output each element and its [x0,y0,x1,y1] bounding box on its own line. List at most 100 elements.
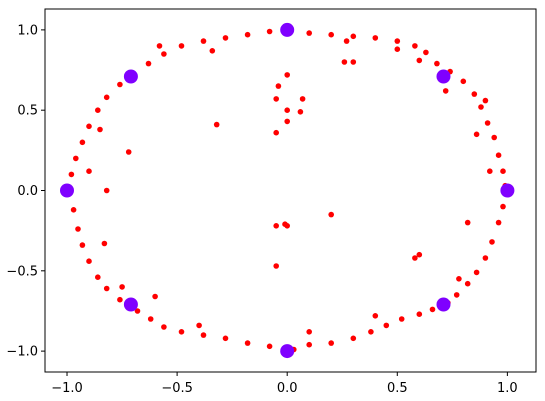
data-point-44 [103,285,110,292]
data-point-73 [372,313,379,319]
data-point-79 [97,126,103,133]
data-point-59 [145,60,152,67]
data-point-31 [350,335,357,342]
x-tick-label-3: 0.5 [387,381,408,396]
x-tick-label-1: −0.5 [161,381,193,396]
y-tick-label-3: −0.5 [6,264,38,279]
cluster-point-4 [280,344,295,359]
data-point-55 [95,107,101,113]
scatter-points [60,22,515,359]
y-tick-label-0: 1.0 [17,23,38,38]
data-point-57 [117,81,123,88]
data-point-18 [500,203,506,210]
data-point-81 [156,43,163,49]
data-point-70 [487,168,493,174]
cluster-point-2 [500,183,515,198]
data-point-96 [299,96,306,102]
data-point-51 [68,171,75,178]
x-axis: −1.0 −0.5 0.0 0.5 1.0 [51,372,518,396]
data-point-8 [434,60,440,67]
data-point-13 [484,120,491,126]
data-point-24 [453,292,460,298]
data-point-3 [350,33,357,40]
data-point-92 [284,72,291,78]
data-point-75 [196,322,202,329]
x-tick-label-4: 1.0 [497,381,518,396]
data-point-33 [306,341,313,348]
y-tick-label-1: 0.5 [17,104,38,119]
data-point-80 [125,149,132,155]
data-point-89 [350,59,357,65]
data-point-91 [273,129,280,136]
data-point-87 [343,38,350,44]
data-point-20 [489,239,495,245]
data-point-16 [500,168,506,174]
data-point-21 [482,255,489,261]
data-point-28 [398,316,405,322]
x-tick-label-0: −1.0 [51,381,83,396]
data-point-49 [70,207,77,213]
data-point-7 [423,49,429,56]
data-point-103 [273,263,280,269]
data-point-52 [73,155,79,162]
data-point-77 [101,240,108,247]
data-point-69 [473,131,480,138]
data-point-32 [328,340,335,346]
data-point-27 [416,311,423,318]
data-point-78 [103,187,110,194]
data-point-67 [442,88,449,94]
data-point-97 [297,109,304,115]
data-point-14 [491,134,498,141]
data-point-98 [284,118,291,125]
data-point-43 [117,296,123,303]
data-point-71 [456,276,462,282]
data-point-62 [200,38,207,44]
data-point-23 [464,280,471,287]
data-point-102 [284,223,291,229]
data-point-12 [478,104,484,110]
data-point-66 [416,57,423,64]
data-point-74 [306,329,313,335]
data-point-35 [266,343,273,350]
data-point-53 [79,139,86,146]
data-point-86 [394,46,401,52]
data-point-88 [341,59,348,65]
data-point-72 [412,255,418,261]
x-tick-label-2: 0.0 [277,381,298,396]
data-point-84 [86,168,92,174]
cluster-point-5 [123,297,138,312]
data-point-15 [495,152,502,158]
data-point-5 [394,38,401,44]
y-axis: 1.0 0.5 0.0 −0.5 −1.0 [6,23,45,360]
data-point-56 [103,94,110,101]
data-point-46 [86,258,92,265]
data-point-104 [416,251,423,258]
cluster-point-0 [280,22,295,37]
data-point-30 [368,329,374,335]
data-point-19 [495,219,502,226]
data-point-39 [178,329,185,335]
cluster-point-6 [60,183,74,198]
data-point-47 [79,242,86,248]
data-point-60 [161,51,167,57]
data-point-40 [161,324,167,330]
cluster-point-1 [436,69,451,84]
cluster-point-3 [436,297,451,312]
data-point-6 [412,43,418,49]
data-point-68 [482,97,489,104]
data-point-2 [328,31,335,38]
y-tick-label-2: 0.0 [17,184,38,199]
data-point-4 [372,35,379,41]
data-point-82 [209,48,216,54]
data-point-90 [213,121,220,128]
data-point-29 [383,322,390,329]
data-point-76 [152,293,158,300]
data-point-38 [200,332,207,338]
data-point-93 [275,83,282,89]
data-point-83 [119,284,125,290]
data-point-10 [460,78,467,85]
data-point-45 [95,274,101,281]
data-point-94 [273,96,280,102]
cluster-point-7 [123,69,138,84]
data-point-65 [266,28,273,35]
